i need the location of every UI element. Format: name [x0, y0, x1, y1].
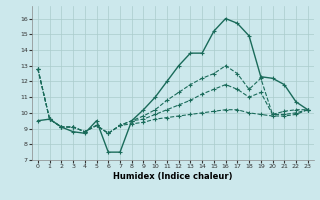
X-axis label: Humidex (Indice chaleur): Humidex (Indice chaleur) [113, 172, 233, 181]
